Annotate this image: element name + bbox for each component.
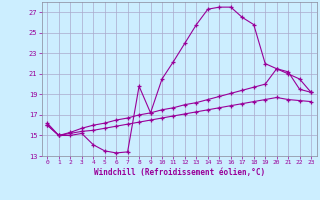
X-axis label: Windchill (Refroidissement éolien,°C): Windchill (Refroidissement éolien,°C) bbox=[94, 168, 265, 177]
